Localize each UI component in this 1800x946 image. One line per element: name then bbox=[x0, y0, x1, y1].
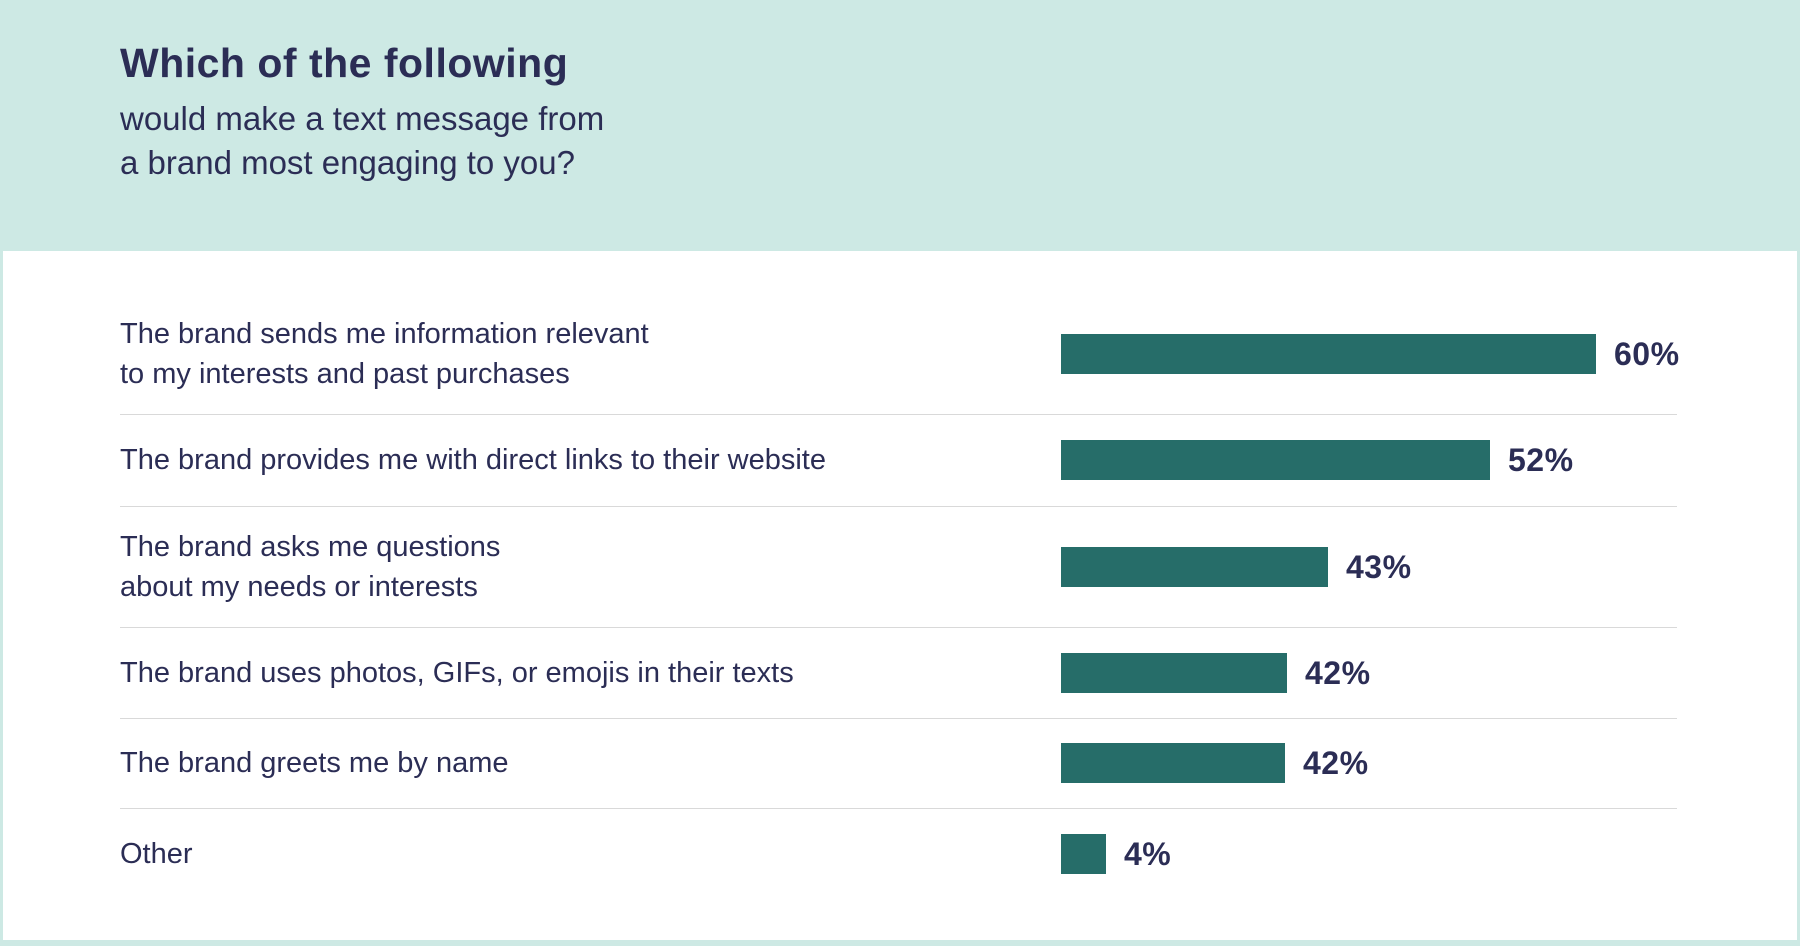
header: Which of the following would make a text… bbox=[0, 0, 1800, 251]
bar bbox=[1061, 653, 1287, 693]
chart-row: The brand provides me with direct links … bbox=[120, 415, 1677, 507]
chart-row: The brand asks me questions about my need… bbox=[120, 507, 1677, 628]
category-label: Other bbox=[120, 834, 1061, 874]
chart-row: The brand uses photos, GIFs, or emojis i… bbox=[120, 628, 1677, 719]
category-label-line: The brand provides me with direct links … bbox=[120, 444, 826, 476]
value-label: 42% bbox=[1305, 654, 1371, 691]
bar bbox=[1061, 547, 1328, 587]
category-label: The brand provides me with direct links … bbox=[120, 440, 1061, 480]
bar bbox=[1061, 440, 1490, 480]
value-label: 42% bbox=[1303, 744, 1369, 781]
bar-cell: 4% bbox=[1061, 834, 1677, 874]
bar bbox=[1061, 334, 1596, 374]
bar-cell: 42% bbox=[1061, 653, 1677, 693]
category-label-line: The brand uses photos, GIFs, or emojis i… bbox=[120, 657, 794, 689]
chart-row: The brand greets me by name 42% bbox=[120, 719, 1677, 809]
value-label: 60% bbox=[1614, 335, 1680, 372]
value-label: 43% bbox=[1346, 548, 1412, 585]
category-label-line: Other bbox=[120, 838, 193, 870]
category-label-line: The brand greets me by name bbox=[120, 747, 509, 779]
chart-panel: The brand sends me information relevant t… bbox=[3, 251, 1797, 940]
category-label: The brand asks me questions about my need… bbox=[120, 527, 1061, 607]
chart-subtitle-line-1: would make a text message from bbox=[120, 100, 605, 137]
chart-subtitle-line-2: a brand most engaging to you? bbox=[120, 144, 575, 181]
chart-title: Which of the following bbox=[120, 40, 569, 86]
category-label-line: to my interests and past purchases bbox=[120, 358, 570, 390]
category-label: The brand uses photos, GIFs, or emojis i… bbox=[120, 653, 1061, 693]
category-label: The brand greets me by name bbox=[120, 743, 1061, 783]
bar bbox=[1061, 834, 1106, 874]
value-label: 4% bbox=[1124, 835, 1172, 872]
bar-cell: 60% bbox=[1061, 334, 1680, 374]
category-label-line: The brand sends me information relevant bbox=[120, 318, 649, 350]
bar-cell: 42% bbox=[1061, 743, 1677, 783]
category-label-line: about my needs or interests bbox=[120, 571, 478, 603]
bar-cell: 52% bbox=[1061, 440, 1677, 480]
chart-row: Other 4% bbox=[120, 809, 1677, 899]
value-label: 52% bbox=[1508, 441, 1574, 478]
bar bbox=[1061, 743, 1285, 783]
chart-row: The brand sends me information relevant t… bbox=[120, 293, 1680, 415]
bar-chart: The brand sends me information relevant t… bbox=[3, 251, 1797, 899]
category-label-line: The brand asks me questions bbox=[120, 531, 501, 563]
category-label: The brand sends me information relevant t… bbox=[120, 314, 1061, 394]
bar-cell: 43% bbox=[1061, 547, 1677, 587]
